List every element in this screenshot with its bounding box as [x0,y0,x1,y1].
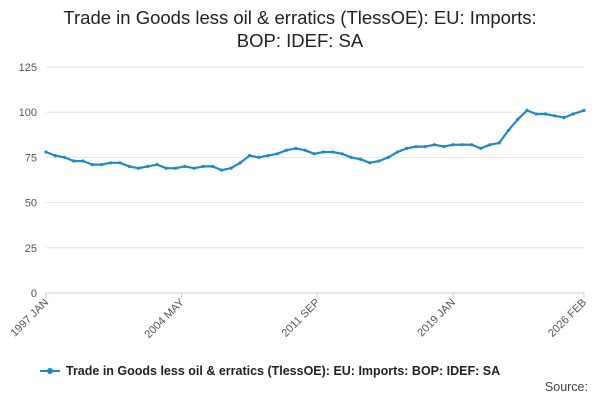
data-point [414,145,418,149]
data-point [497,141,501,145]
data-point [368,161,372,165]
data-point [238,161,242,165]
data-point [266,154,270,158]
data-point [62,155,67,159]
data-point [201,164,205,168]
data-point [284,148,289,152]
xtick-label-2: 2011 SEP [279,297,322,340]
xtick-label-0: 1997 JAN [8,297,51,340]
data-point [53,154,57,158]
chart-title-line2: BOP: IDEF: SA [236,30,364,51]
legend-swatch [40,365,60,377]
data-point [90,163,94,167]
data-point [247,154,252,158]
data-point [312,152,316,156]
data-point [183,164,187,168]
legend[interactable]: Trade in Goods less oil & erratics (Tles… [40,364,600,378]
data-point [303,148,307,152]
data-point [340,152,344,156]
data-point [164,166,168,170]
xtick-label-1: 2004 MAY [143,296,188,341]
data-point [192,166,196,170]
data-point [442,145,446,149]
data-point [257,155,261,159]
source-label: Source: [544,380,588,394]
series-line [44,109,586,172]
xtick-label-4: 2026 FEB [546,297,589,340]
data-point [229,166,233,170]
data-point [72,159,76,163]
legend-label: Trade in Goods less oil & erratics (Tles… [66,364,501,378]
data-point [155,163,159,167]
data-point [469,143,474,147]
data-point [488,143,492,147]
data-point [210,164,215,168]
data-point [220,168,224,172]
data-point [173,166,178,170]
ytick-label-25: 25 [25,243,37,255]
data-point [395,150,400,154]
xtick-label-3: 2019 JAN [415,297,458,340]
data-point [405,146,409,150]
data-point [127,164,131,168]
data-point [118,161,122,165]
data-point [136,166,141,170]
data-point [582,108,586,112]
data-point [81,159,85,163]
ytick-label-50: 50 [25,198,37,210]
data-point [331,150,335,154]
data-point [525,108,529,112]
data-point [479,146,483,150]
ytick-label-0: 0 [31,288,37,300]
data-point [543,112,548,116]
data-point [460,143,464,147]
ytick-label-125: 125 [19,62,37,74]
data-point [349,155,353,159]
data-point [534,112,538,116]
chart-title: Trade in Goods less oil & erratics (Tles… [0,6,600,52]
data-point [451,143,455,147]
data-point [571,112,575,116]
data-point [562,116,566,120]
data-point [358,157,363,161]
data-point [506,128,511,132]
data-point [516,117,520,121]
data-point [99,163,104,167]
data-point [294,146,298,150]
data-point [275,152,279,156]
data-point [423,145,427,149]
chart-title-line1: Trade in Goods less oil & erratics (Tles… [63,7,537,28]
ytick-label-100: 100 [19,107,37,119]
data-point [109,161,113,165]
ytick-label-75: 75 [25,152,37,164]
data-point [553,114,557,118]
data-point [321,150,326,154]
data-point [44,150,48,154]
data-point [146,164,150,168]
data-point [386,155,390,159]
data-point [432,143,437,147]
data-point [377,159,381,163]
